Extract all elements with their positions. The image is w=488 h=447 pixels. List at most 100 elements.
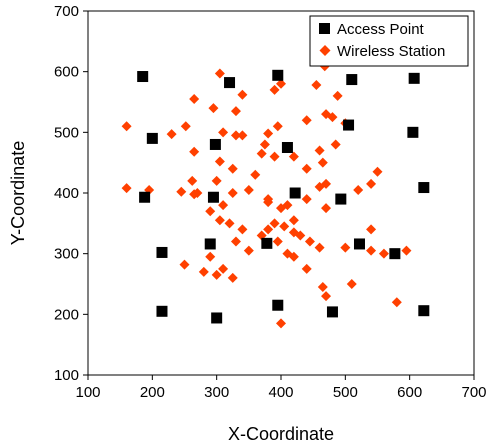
wireless-station-marker (218, 263, 229, 274)
wireless-station-marker (214, 68, 225, 79)
y-tick-label: 700 (54, 3, 79, 20)
wireless-station-marker (272, 236, 283, 247)
wireless-station-marker (256, 148, 267, 159)
wireless-station-marker (332, 90, 343, 101)
wireless-station-marker (179, 259, 190, 270)
access-point-marker (289, 187, 301, 199)
wireless-station-marker (230, 236, 241, 247)
wireless-station-marker (353, 184, 364, 195)
wireless-station-marker (282, 200, 293, 211)
wireless-station-marker (301, 263, 312, 274)
access-point-marker (418, 305, 430, 317)
wireless-station-marker (214, 156, 225, 167)
wireless-station-marker (211, 175, 222, 186)
wireless-station-marker (250, 169, 261, 180)
y-tick-label: 500 (54, 124, 79, 141)
wireless-station-marker (288, 215, 299, 226)
x-tick-label: 400 (268, 384, 293, 401)
y-axis-ticks: 100 200 300 400 500 600 700 (54, 3, 88, 384)
wireless-station-marker (218, 200, 229, 211)
wireless-station-marker (205, 206, 216, 217)
wireless-station-marker (227, 188, 238, 198)
wireless-station-marker (189, 93, 200, 104)
wireless-station-marker (301, 115, 312, 126)
access-point-marker (207, 191, 219, 203)
access-point-marker (156, 305, 168, 317)
wireless-station-marker (227, 272, 238, 283)
wireless-station-marker (314, 145, 325, 156)
x-tick-label: 200 (140, 384, 165, 401)
wireless-station-marker (288, 151, 299, 162)
access-point-marker (204, 238, 216, 250)
wireless-station-marker (121, 183, 132, 194)
wireless-station-marker (276, 318, 286, 329)
y-tick-label: 300 (54, 246, 79, 263)
y-tick-label: 200 (54, 306, 79, 323)
wireless-station-marker (189, 146, 200, 157)
wireless-station-marker (327, 112, 338, 123)
wireless-station-marker (366, 224, 377, 235)
x-tick-label: 300 (204, 384, 229, 401)
access-point-marker (353, 238, 365, 250)
access-point-marker (272, 299, 284, 311)
access-point-marker (407, 126, 419, 138)
legend-label-access-point: Access Point (337, 21, 425, 38)
access-point-marker (326, 306, 338, 318)
access-point-marker (335, 193, 347, 205)
access-point-marker (389, 248, 401, 260)
access-point-marker (209, 138, 221, 150)
wireless-station-marker (192, 188, 203, 198)
wireless-station-marker (311, 80, 322, 91)
wireless-station-marker (269, 218, 280, 229)
x-tick-label: 700 (461, 384, 486, 401)
wireless-station-marker (391, 297, 402, 308)
access-point-marker (139, 191, 151, 203)
wireless-station-marker (263, 224, 274, 235)
access-point-marker (272, 69, 284, 81)
wireless-station-marker (272, 121, 283, 132)
x-tick-label: 100 (75, 384, 100, 401)
wireless-station-marker (230, 106, 241, 117)
wireless-station-marker (166, 129, 177, 140)
wireless-station-marker (304, 236, 315, 247)
wireless-station-marker (321, 178, 332, 189)
wireless-station-marker (211, 269, 222, 280)
access-point-marker (211, 312, 223, 324)
wireless-station-marker (187, 175, 198, 186)
access-point-marker (408, 72, 420, 84)
wireless-station-marker (237, 89, 248, 100)
wireless-station-marker (366, 178, 377, 189)
wireless-station-marker (243, 184, 254, 195)
wireless-station-marker (269, 151, 280, 162)
wireless-station-marker (263, 128, 274, 139)
wireless-station-marker (237, 130, 248, 141)
wireless-station-marker (205, 251, 216, 262)
access-point-marker (281, 142, 293, 153)
wireless-station-marker (263, 194, 274, 205)
wireless-station-marker (314, 242, 325, 253)
wireless-station-marker (227, 163, 238, 174)
y-tick-label: 400 (54, 185, 79, 202)
wireless-station-marker (259, 139, 270, 150)
wireless-station-marker (301, 163, 312, 174)
wireless-station-marker (198, 266, 209, 277)
series-layer (121, 61, 430, 329)
access-point-marker (156, 246, 168, 258)
wireless-station-marker (401, 245, 412, 256)
wireless-station-marker (317, 157, 328, 168)
legend-marker-wireless-station (319, 45, 331, 56)
wireless-station-marker (288, 251, 299, 262)
wireless-station-marker (243, 245, 254, 256)
legend-marker-access-point (319, 23, 330, 34)
access-point-marker (137, 71, 149, 83)
wireless-station-marker (224, 218, 235, 229)
wireless-station-marker (269, 84, 280, 95)
wireless-station-marker (321, 203, 332, 214)
legend: Access Point Wireless Station (309, 15, 469, 67)
wireless-station-marker (295, 230, 306, 241)
wireless-station-marker (346, 279, 357, 289)
access-point-marker (224, 77, 236, 89)
legend-box (309, 15, 469, 67)
x-tick-label: 500 (333, 384, 358, 401)
